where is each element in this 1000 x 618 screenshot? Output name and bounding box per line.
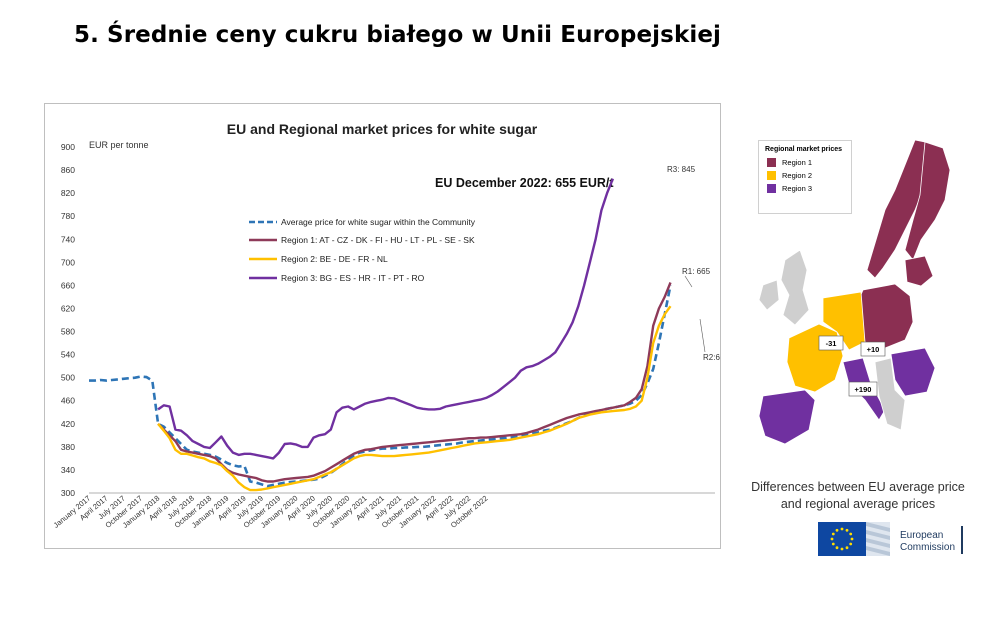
y-tick-label: 460 [61, 396, 75, 406]
price-line-chart: EU and Regional market prices for white … [52, 121, 720, 530]
y-axis-label: EUR per tonne [89, 140, 149, 150]
flag-star [840, 547, 844, 551]
map-legend-item: Region 1 [767, 158, 851, 167]
end-label-leader [684, 275, 693, 288]
logo-line1: European [900, 530, 944, 541]
y-tick-label: 540 [61, 350, 75, 360]
series-line-3 [157, 305, 672, 492]
series-line-4 [157, 178, 615, 460]
logo-stripes [866, 522, 890, 556]
series-line-1 [89, 285, 672, 488]
y-tick-label: 740 [61, 234, 75, 244]
y-tick-label: 580 [61, 327, 75, 337]
european-commission-logo: European Commission [818, 520, 968, 558]
y-tick-label: 820 [61, 188, 75, 198]
flag-star [840, 527, 844, 531]
flag-star [835, 546, 839, 550]
y-tick-label: 380 [61, 442, 75, 452]
series-lines [89, 178, 672, 492]
flag-star [849, 532, 853, 536]
legend-label-1: Average price for white sugar within the… [281, 217, 476, 227]
price-chart-panel: EU and Regional market prices for white … [44, 103, 721, 549]
map-caption: Differences between EU average price and… [740, 479, 976, 513]
y-tick-label: 300 [61, 488, 75, 498]
chart-title: EU and Regional market prices for white … [227, 121, 538, 137]
map-legend-label: Region 1 [782, 158, 813, 167]
flag-star [830, 537, 834, 541]
map-germany [822, 291, 866, 351]
map-romania-bulgaria [890, 347, 936, 397]
region2-swatch [767, 171, 776, 180]
series-line-2 [157, 282, 672, 483]
logo-text: European Commission [900, 530, 955, 554]
end-label-1: R3: 845 [667, 165, 696, 174]
flag-star [845, 528, 849, 532]
flag-star [850, 537, 854, 541]
logo-divider [961, 526, 963, 554]
map-baltics [904, 255, 934, 287]
chart-legend: Average price for white sugar within the… [249, 217, 476, 283]
map-uk [780, 249, 810, 326]
y-tick-label: 900 [61, 142, 75, 152]
y-tick-label: 700 [61, 257, 75, 267]
logo-line2: Commission [900, 542, 956, 553]
flag-star [831, 542, 835, 546]
end-label-leader [699, 318, 706, 353]
flag-star [835, 528, 839, 532]
flag-star [831, 532, 835, 536]
eu-december-annotation: EU December 2022: 655 EUR/t [435, 176, 614, 190]
map-legend-title: Regional market prices [765, 146, 843, 153]
map-caption-line2: and regional average prices [780, 497, 936, 511]
y-tick-label: 660 [61, 280, 75, 290]
eu-flag-icon [818, 522, 866, 556]
map-legend-label: Region 2 [782, 171, 813, 180]
y-tick-label: 620 [61, 303, 75, 313]
end-label-3: R2:624 [703, 353, 720, 362]
label-box-region3 [848, 381, 878, 397]
map-finland-sweden [904, 141, 951, 261]
map-france [786, 323, 844, 393]
legend-label-4: Region 3: BG - ES - HR - IT - PT - RO [281, 273, 425, 283]
map-iberia [758, 389, 816, 445]
flag-star [849, 542, 853, 546]
map-label-region1: +10 [867, 345, 880, 354]
region3-swatch [767, 184, 776, 193]
y-tick-label: 340 [61, 465, 75, 475]
map-ireland [758, 279, 780, 311]
flag-star [845, 546, 849, 550]
map-label-region3: +190 [855, 385, 872, 394]
y-tick-label: 420 [61, 419, 75, 429]
label-box-region2 [818, 335, 844, 351]
y-tick-label: 860 [61, 165, 75, 175]
end-labels: R3: 845 R1: 665 R2:624 [667, 165, 720, 362]
map-legend-item: Region 3 [767, 184, 851, 193]
axes: 300 340 380 420 460 500 540 580 620 660 700 740 780 8… [52, 142, 715, 530]
map-label-region2: -31 [826, 339, 837, 348]
y-tick-label: 780 [61, 211, 75, 221]
legend-label-3: Region 2: BE - DE - FR - NL [281, 254, 388, 264]
end-label-2: R1: 665 [682, 267, 711, 276]
legend-label-2: Region 1: AT - CZ - DK - FI - HU - LT - … [281, 235, 475, 245]
label-box-region1 [860, 341, 886, 357]
y-tick-label: 500 [61, 373, 75, 383]
eu-region-map: -31 +10 +190 [745, 100, 975, 460]
region1-swatch [767, 158, 776, 167]
map-caption-line1: Differences between EU average price [751, 480, 965, 494]
map-balkans [874, 357, 906, 431]
map-legend-item: Region 2 [767, 171, 851, 180]
page-heading: 5. Średnie ceny cukru białego w Unii Eur… [74, 22, 722, 48]
map-legend-label: Region 3 [782, 184, 813, 193]
map-legend: Regional market prices Region 1 Region 2… [758, 140, 852, 214]
